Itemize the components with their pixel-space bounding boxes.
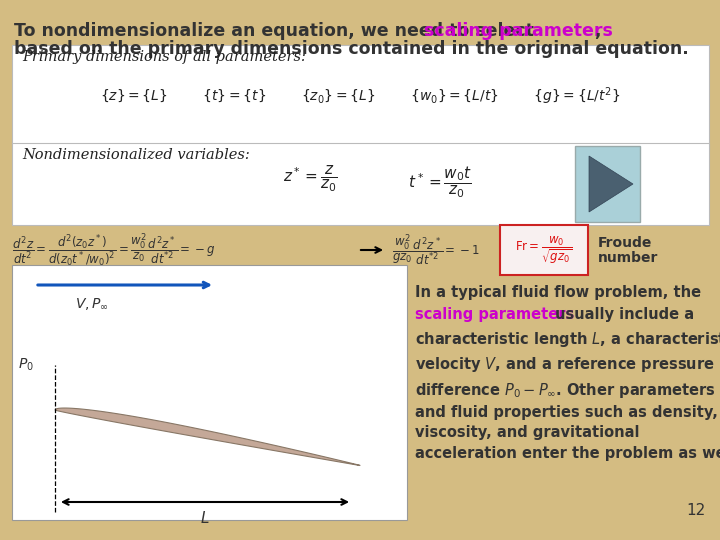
FancyBboxPatch shape	[12, 143, 709, 225]
FancyBboxPatch shape	[575, 146, 640, 222]
Text: $\{z\} = \{L\}$        $\{t\} = \{t\}$        $\{z_0\} = \{L\}$        $\{w_0\} : $\{z\} = \{L\}$ $\{t\} = \{t\}$ $\{z_0\}…	[99, 85, 621, 106]
Text: usually include a: usually include a	[550, 307, 694, 322]
Text: Primary dimensions of all parameters:: Primary dimensions of all parameters:	[22, 50, 306, 64]
Text: $L$: $L$	[200, 510, 210, 526]
Text: 12: 12	[687, 503, 706, 518]
Text: In a typical fluid flow problem, the: In a typical fluid flow problem, the	[415, 285, 701, 300]
Text: Froude: Froude	[598, 236, 652, 250]
Polygon shape	[55, 408, 360, 465]
FancyBboxPatch shape	[12, 45, 709, 150]
Text: based on the primary dimensions contained in the original equation.: based on the primary dimensions containe…	[14, 40, 689, 58]
Text: $\mathrm{Fr} = \dfrac{w_0}{\sqrt{gz_0}}$: $\mathrm{Fr} = \dfrac{w_0}{\sqrt{gz_0}}$	[516, 234, 573, 266]
Text: $\dfrac{w_0^2}{gz_0}\dfrac{d^2z^*}{dt^{*2}} = -1$: $\dfrac{w_0^2}{gz_0}\dfrac{d^2z^*}{dt^{*…	[392, 233, 480, 267]
Text: $t^* = \dfrac{w_0 t}{z_0}$: $t^* = \dfrac{w_0 t}{z_0}$	[408, 165, 472, 200]
Text: $P_0$: $P_0$	[18, 357, 34, 373]
Text: Nondimensionalized variables:: Nondimensionalized variables:	[22, 148, 250, 162]
Text: $V, P_\infty$: $V, P_\infty$	[75, 296, 109, 312]
Text: scaling parameters: scaling parameters	[424, 22, 613, 40]
FancyBboxPatch shape	[500, 225, 588, 275]
Text: characteristic length $L$, a characteristic
velocity $V$, and a reference pressu: characteristic length $L$, a characteris…	[415, 330, 720, 461]
Text: number: number	[598, 251, 658, 265]
Text: scaling parameters: scaling parameters	[415, 307, 575, 322]
Polygon shape	[589, 156, 633, 212]
Text: $\dfrac{d^2z}{dt^2} = \dfrac{d^2(z_0z^*)}{d(z_0t^*/w_0)^2} = \dfrac{w_0^2}{z_0}\: $\dfrac{d^2z}{dt^2} = \dfrac{d^2(z_0z^*)…	[12, 232, 215, 268]
Text: ,: ,	[594, 22, 600, 40]
FancyBboxPatch shape	[12, 265, 407, 520]
Text: $z^* = \dfrac{z}{z_0}$: $z^* = \dfrac{z}{z_0}$	[283, 165, 338, 194]
Text: To nondimensionalize an equation, we need to select: To nondimensionalize an equation, we nee…	[14, 22, 540, 40]
